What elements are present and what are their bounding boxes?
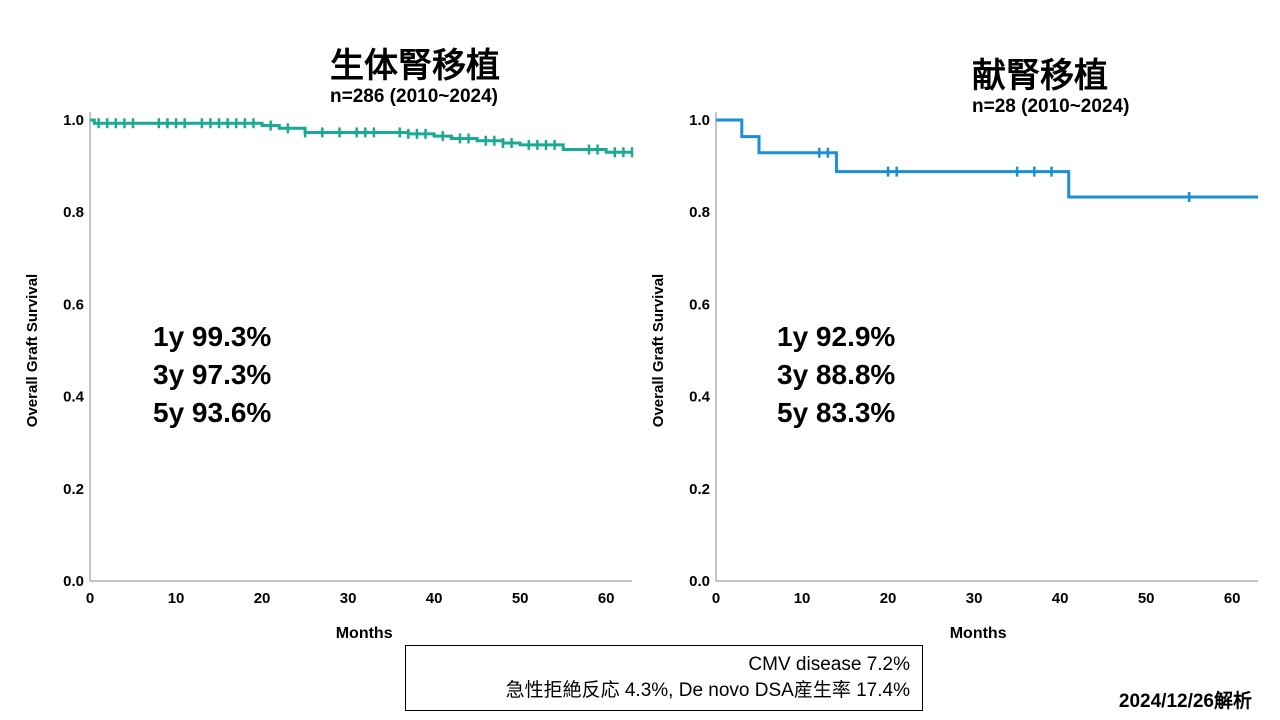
analysis-date: 2024/12/26解析: [1118, 691, 1252, 712]
left-y-tick-label: 0.6: [63, 296, 84, 313]
right-x-tick-label: 20: [880, 590, 897, 607]
right-annotations: 1y 92.9% 3y 88.8% 5y 83.3%: [777, 318, 895, 432]
right-y-axis-label: Overall Graft Survival: [650, 274, 667, 427]
left-y-tick-label: 0.2: [63, 481, 84, 498]
left-chart-title: 生体腎移植: [330, 47, 500, 85]
left-y-tick-label: 0.4: [63, 389, 85, 406]
left-x-tick-label: 40: [426, 590, 443, 607]
left-survival-curve: [90, 118, 632, 154]
left-x-tick-label: 0: [86, 590, 94, 607]
left-x-tick-label: 20: [254, 590, 271, 607]
left-x-tick-label: 30: [340, 590, 357, 607]
right-3y: 3y 88.8%: [777, 359, 896, 390]
right-x-tick-label: 0: [712, 590, 720, 607]
right-y-tick-label: 0.6: [689, 296, 710, 313]
right-x-tick-label: 10: [794, 590, 811, 607]
left-5y: 5y 93.6%: [153, 397, 272, 428]
left-x-tick-label: 10: [168, 590, 185, 607]
right-y-tick-label: 0.4: [689, 389, 711, 406]
left-x-axis-label: Months: [336, 625, 393, 642]
left-chart-subtitle: n=286 (2010~2024): [330, 86, 498, 107]
right-chart-subtitle: n=28 (2010~2024): [972, 96, 1130, 117]
cmv-note: CMV disease 7.2%: [748, 654, 910, 675]
right-y-tick-label: 0.2: [689, 481, 710, 498]
left-1y: 1y 99.3%: [153, 321, 272, 352]
left-x-tick-label: 60: [598, 590, 615, 607]
right-x-tick-label: 30: [966, 590, 983, 607]
left-x-tick-label: 50: [512, 590, 529, 607]
right-chart-title: 献腎移植: [972, 57, 1108, 95]
right-y-tick-label: 1.0: [689, 112, 710, 129]
rejection-note: 急性拒絶反応 4.3%, De novo DSA産生率 17.4%: [505, 680, 910, 701]
left-y-tick-label: 0.0: [63, 573, 84, 590]
right-x-tick-label: 50: [1138, 590, 1155, 607]
right-1y: 1y 92.9%: [777, 321, 896, 352]
right-y-tick-label: 0.0: [689, 573, 710, 590]
left-3y: 3y 97.3%: [153, 359, 272, 390]
left-annotations: 1y 99.3% 3y 97.3% 5y 93.6%: [153, 318, 271, 432]
left-y-tick-label: 0.8: [63, 204, 84, 221]
right-x-tick-label: 60: [1224, 590, 1241, 607]
right-y-tick-label: 0.8: [689, 204, 710, 221]
right-survival-curve: [716, 118, 1258, 199]
left-y-tick-label: 1.0: [63, 112, 84, 129]
right-x-axis-label: Months: [950, 625, 1007, 642]
right-5y: 5y 83.3%: [777, 397, 896, 428]
left-y-axis-label: Overall Graft Survival: [24, 274, 41, 427]
summary-box: CMV disease 7.2% 急性拒絶反応 4.3%, De novo DS…: [405, 645, 923, 711]
right-x-tick-label: 40: [1052, 590, 1069, 607]
